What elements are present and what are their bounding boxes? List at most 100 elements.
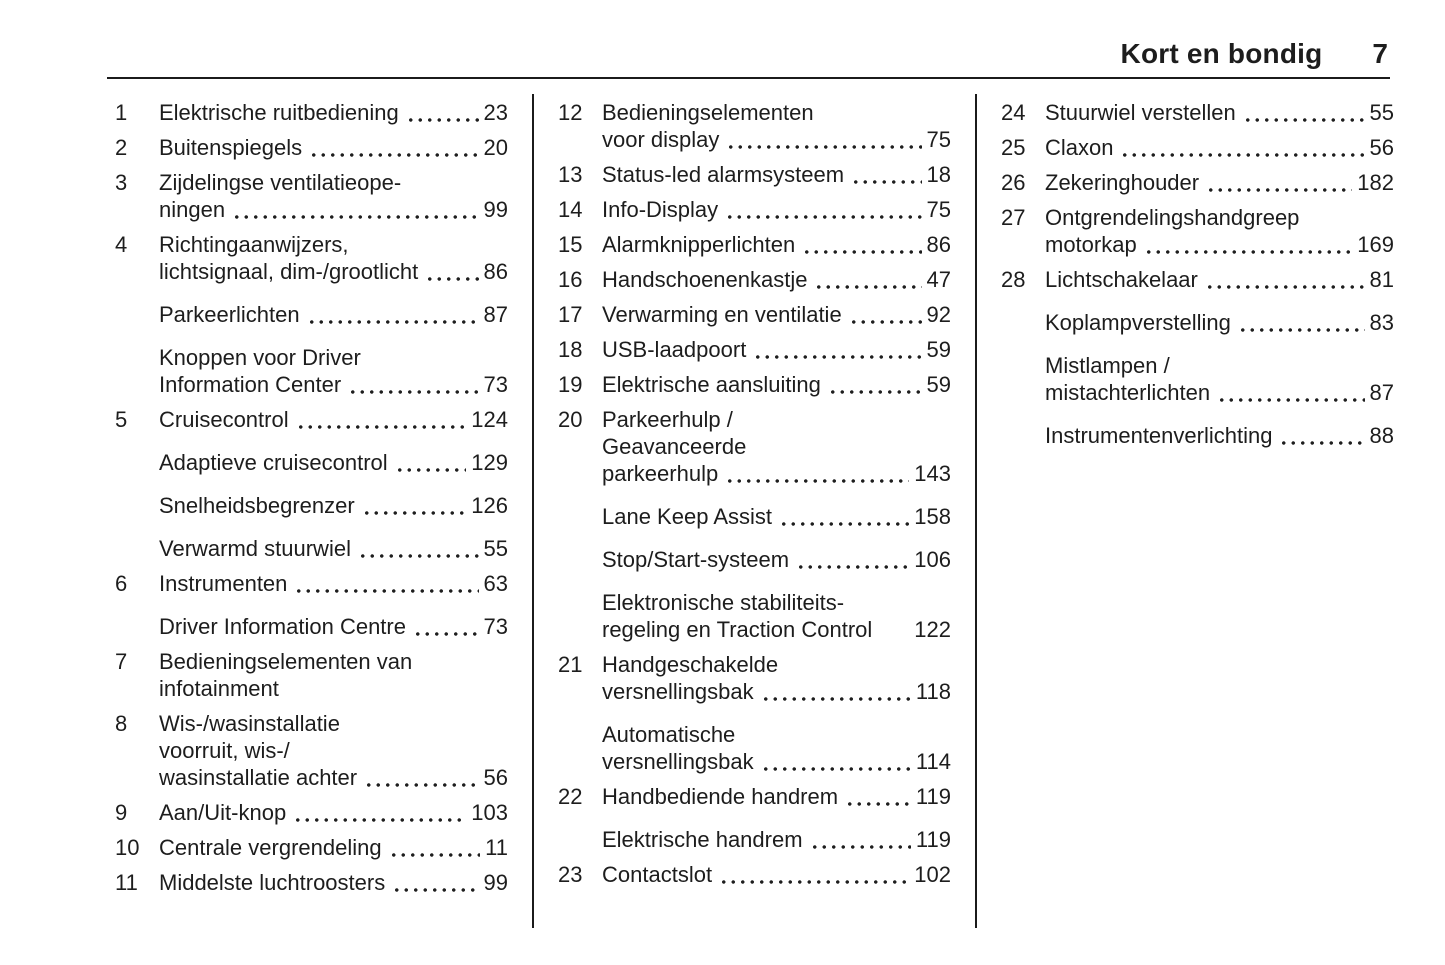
dot-leader: [760, 767, 911, 771]
entry-body: USB-laadpoort 59: [602, 336, 951, 363]
toc-columns: 1 Elektrische ruitbediening 23 2 Buitenspieg…: [115, 79, 1394, 928]
entry-text: parkeerhulp: [602, 461, 719, 486]
entry-line: voor display 75: [602, 126, 951, 153]
entry-line: Stop/Start-systeem 106: [602, 546, 951, 573]
entry-body: Claxon 56: [1045, 134, 1394, 161]
toc-entry: Snelheidsbegrenzer 126: [115, 492, 508, 519]
dot-leader: [348, 390, 479, 394]
entry-line: Parkeerlichten 87: [159, 301, 508, 328]
entry-text: Handgeschakelde: [602, 652, 779, 677]
entry-number: 28: [1001, 267, 1026, 292]
entry-line: Elektrische aansluiting 59: [602, 371, 951, 398]
entry-body: Parkeerlichten 87: [159, 301, 508, 328]
toc-entry: 1 Elektrische ruitbediening 23: [115, 99, 508, 126]
entry-line: Verwarming en ventilatie 92: [602, 301, 951, 328]
entry-body: Parkeerhulp / Geavanceerde parkeerhulp 143: [602, 406, 951, 487]
entry-line: voorruit, wis-/: [159, 737, 508, 764]
entry-text: Automatische: [602, 722, 736, 747]
dot-leader: [294, 589, 479, 593]
toc-entry: 28 Lichtschakelaar 81: [1001, 266, 1394, 293]
entry-number: 7: [115, 649, 128, 674]
entry-number: 27: [1001, 205, 1026, 230]
entry-line: Snelheidsbegrenzer 126: [159, 492, 508, 519]
dot-leader: [394, 468, 467, 472]
entry-text: voorruit, wis-/: [159, 738, 290, 763]
entry-line: Centrale vergrendeling 11: [159, 834, 508, 861]
entry-line: Buitenspiegels 20: [159, 134, 508, 161]
toc-entry: 20 Parkeerhulp / Geavanceerde parkeerhulp 14…: [558, 406, 951, 487]
entry-number: 23: [558, 862, 583, 887]
entry-text: Alarmknipperlichten: [602, 232, 796, 257]
entry-number: [115, 535, 159, 562]
entry-page-number: 158: [914, 504, 951, 529]
dot-leader: [1204, 285, 1365, 289]
dot-leader: [845, 802, 911, 806]
entry-text: voor display: [602, 127, 720, 152]
toc-entry: Adaptieve cruisecontrol 129: [115, 449, 508, 476]
toc-entry: Koplampverstelling 83: [1001, 309, 1394, 336]
entry-line: wasinstallatie achter 56: [159, 764, 508, 791]
entry-text: Elektrische ruitbediening: [159, 100, 399, 125]
toc-entry: Mistlampen / mistachterlichten 87: [1001, 352, 1394, 406]
entry-page-number: 20: [483, 135, 508, 160]
entry-number: [558, 589, 602, 643]
toc-entry: 23 Contactslot 102: [558, 861, 951, 888]
page-number: 7: [1372, 38, 1388, 69]
entry-line: Adaptieve cruisecontrol 129: [159, 449, 508, 476]
entry-number: [558, 503, 602, 530]
entry-line: Info-Display 75: [602, 196, 951, 223]
entry-body: Elektrische handrem 119: [602, 826, 951, 853]
entry-number: [115, 492, 159, 519]
entry-text: Elektronische stabiliteits-: [602, 590, 845, 615]
dot-leader: [1120, 153, 1365, 157]
entry-line: Parkeerhulp /: [602, 406, 951, 433]
entry-number: 15: [558, 232, 583, 257]
dot-leader: [412, 632, 479, 636]
entry-page-number: 182: [1357, 170, 1394, 195]
entry-text: Info-Display: [602, 197, 719, 222]
entry-number: [115, 449, 159, 476]
toc-entry: 3 Zijdelingse ventilatieope-ningen 99: [115, 169, 508, 223]
entry-text: Lichtschakelaar: [1045, 267, 1198, 292]
entry-number: 22: [558, 784, 583, 809]
entry-page-number: 92: [926, 302, 951, 327]
entry-page-number: 11: [485, 835, 508, 860]
toc-entry: Instrumentenverlichting 88: [1001, 422, 1394, 449]
entry-body: Elektrische aansluiting 59: [602, 371, 951, 398]
entry-text: versnellingsbak: [602, 749, 754, 774]
dot-leader: [293, 818, 467, 822]
entry-page-number: 99: [483, 197, 508, 222]
entry-line: mistachterlichten 87: [1045, 379, 1394, 406]
toc-entry: 17 Verwarming en ventilatie 92: [558, 301, 951, 328]
toc-entry: Elektronische stabiliteits-regeling en T…: [558, 589, 951, 643]
toc-column-1: 1 Elektrische ruitbediening 23 2 Buitenspieg…: [115, 99, 508, 896]
entry-number: [115, 613, 159, 640]
entry-line: Instrumentenverlichting 88: [1045, 422, 1394, 449]
entry-text: Contactslot: [602, 862, 713, 887]
entry-text: Claxon: [1045, 135, 1114, 160]
dot-leader: [405, 118, 479, 122]
entry-page-number: 106: [914, 547, 951, 572]
toc-entry: Verwarmd stuurwiel 55: [115, 535, 508, 562]
toc-entry: 7 Bedieningselementen van infotainment: [115, 648, 508, 702]
entry-number: 25: [1001, 135, 1026, 160]
dot-leader: [879, 635, 909, 639]
dot-leader: [725, 479, 910, 483]
entry-body: Wis-/wasinstallatie voorruit, wis-/wasins…: [159, 710, 508, 791]
entry-line: Elektronische stabiliteits-: [602, 589, 951, 616]
dot-leader: [802, 250, 922, 254]
entry-line: Information Center 73: [159, 371, 508, 398]
entry-body: Verwarming en ventilatie 92: [602, 301, 951, 328]
entry-body: Ontgrendelingshandgreep motorkap 169: [1045, 204, 1394, 258]
entry-line: versnellingsbak 118: [602, 678, 951, 705]
entry-page-number: 56: [483, 765, 508, 790]
entry-number: 17: [558, 302, 583, 327]
entry-line: Geavanceerde: [602, 433, 951, 460]
entry-body: Stuurwiel verstellen 55: [1045, 99, 1394, 126]
toc-entry: Knoppen voor Driver Information Center 73: [115, 344, 508, 398]
toc-entry: 22 Handbediende handrem 119: [558, 783, 951, 810]
entry-page-number: 119: [915, 784, 951, 809]
entry-text: Wis-/wasinstallatie: [159, 711, 340, 736]
entry-page-number: 114: [915, 749, 951, 774]
entry-line: Ontgrendelingshandgreep: [1045, 204, 1394, 231]
